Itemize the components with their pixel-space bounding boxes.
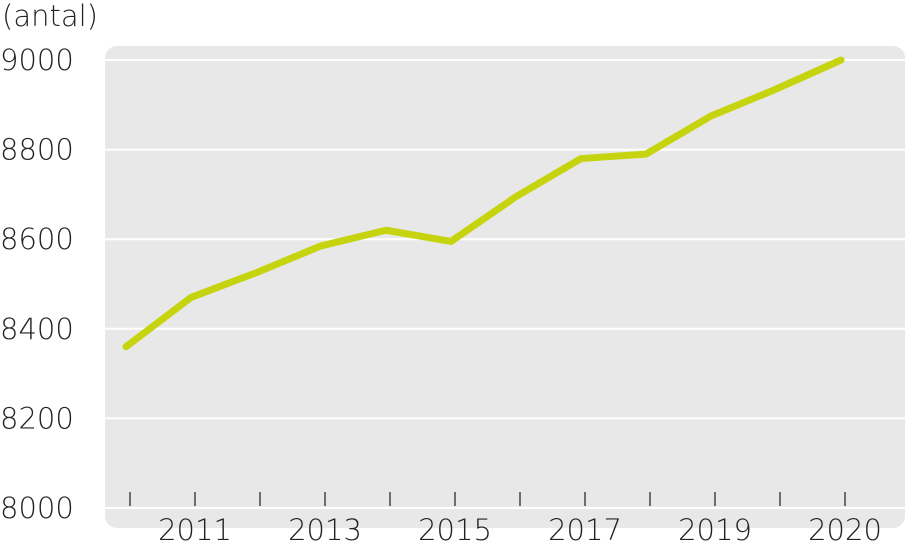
x-tick-label: 2011 xyxy=(158,513,232,547)
y-tick-label: 8200 xyxy=(0,401,74,435)
x-tick-label: 2017 xyxy=(548,513,622,547)
y-tick-label: 8600 xyxy=(0,222,74,256)
y-tick-label: 9000 xyxy=(0,43,74,77)
y-axis-label: (antal) xyxy=(2,0,98,33)
x-tick-label: 2019 xyxy=(678,513,752,547)
x-tick-label: 2013 xyxy=(288,513,362,547)
x-tick-label: 2020 xyxy=(808,513,882,547)
y-tick-label: 8800 xyxy=(0,133,74,167)
data-line xyxy=(122,56,845,351)
y-tick-label: 8000 xyxy=(0,491,74,525)
x-tick-label: 2015 xyxy=(418,513,492,547)
y-tick-label: 8400 xyxy=(0,312,74,346)
plot-area xyxy=(105,46,905,528)
